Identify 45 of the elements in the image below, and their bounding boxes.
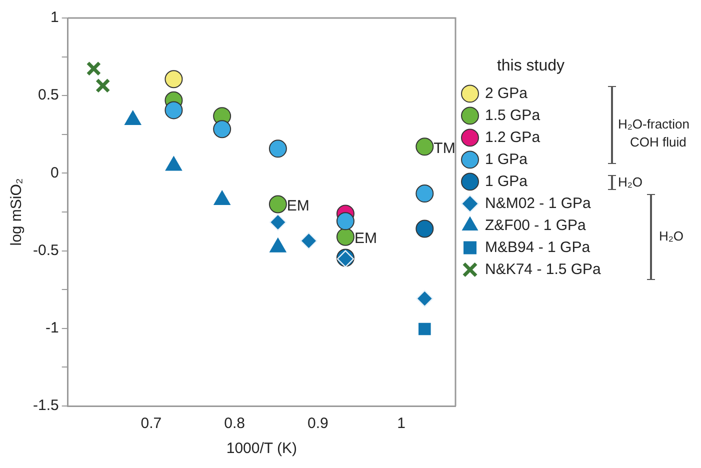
point [269,214,287,231]
y-tick-label: 0.5 [38,86,59,104]
legend-label: N&M02 - 1 GPa [485,194,592,212]
point [268,140,287,158]
point [416,220,434,238]
legend-label: 1 GPa [485,172,528,190]
legend-label: M&B94 - 1 GPa [485,238,591,256]
point [95,78,110,94]
y-tick-label: 1 [50,9,59,26]
point [336,212,354,230]
y-tick-label: -1 [46,320,59,337]
point [164,70,183,88]
y-axis-title: log mSiO₂ [8,178,26,246]
annotation: EM [354,230,377,247]
legend-title: this study [496,57,565,74]
legend-label: N&K74 - 1.5 GPa [485,260,602,278]
text: COH fluid [630,134,686,150]
legend-label: 1 GPa [485,150,528,168]
text: H₂O [659,228,684,244]
y-tick-label: -1.5 [32,397,59,414]
point [416,138,434,156]
legend-label: 1.5 GPa [485,106,541,124]
legend-label: 1.2 GPa [485,128,541,146]
annotation: EM [286,197,310,214]
legend-label: 2 GPa [485,84,528,102]
x-tick-label: 0.7 [140,415,162,432]
point [416,290,434,308]
x-tick-label: 0.8 [224,415,246,432]
point [336,228,354,246]
point [300,232,318,250]
point [86,61,102,76]
text: H₂O [618,174,643,190]
y-tick-label: 0 [50,164,59,182]
x-tick-label: 0.9 [308,415,328,432]
point [213,120,232,138]
point [416,184,434,203]
point [164,101,183,120]
y-tick-label: -0.5 [32,242,59,259]
x-tick-label: 1 [397,415,406,432]
annotation: TM [434,140,456,157]
legend-label: Z&F00 - 1 GPa [485,216,587,234]
x-axis-title: 1000/T (K) [226,440,297,458]
text: H₂O-fraction [618,116,690,132]
point [418,322,431,336]
point [268,195,287,214]
